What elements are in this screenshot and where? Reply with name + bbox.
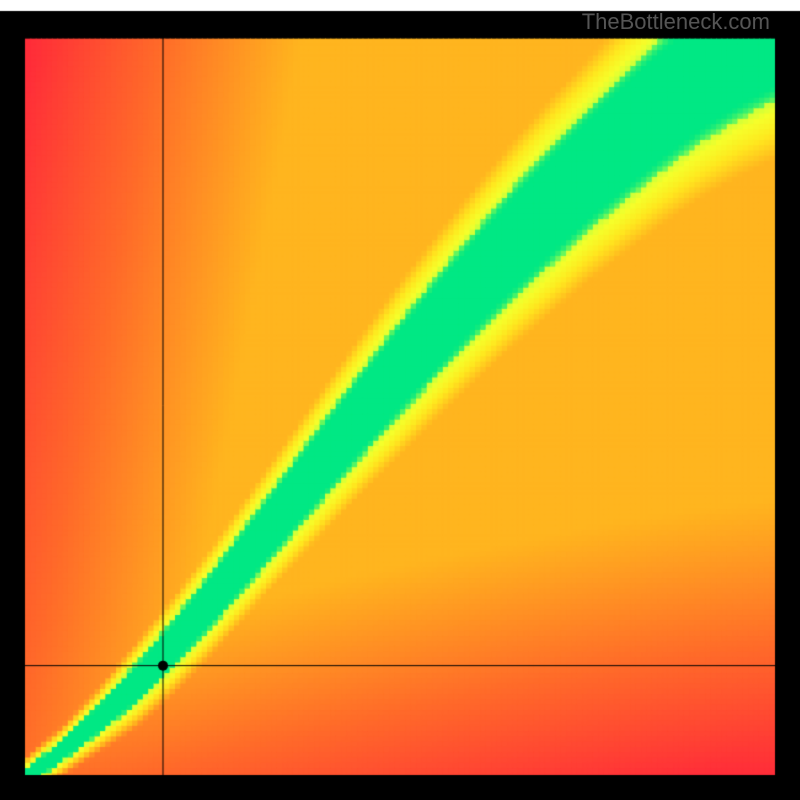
chart-container: TheBottleneck.com bbox=[0, 0, 800, 800]
bottleneck-heatmap bbox=[0, 0, 800, 800]
watermark-text: TheBottleneck.com bbox=[582, 9, 770, 35]
